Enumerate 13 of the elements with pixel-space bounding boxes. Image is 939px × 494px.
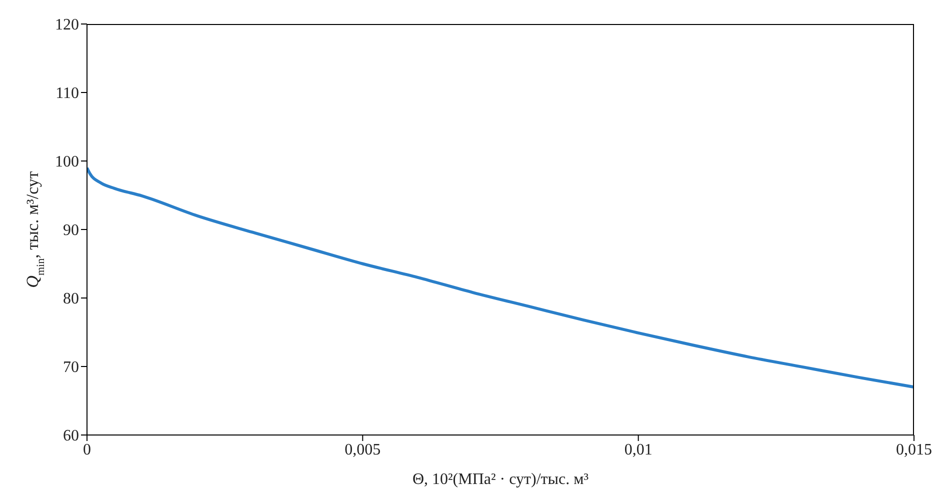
y-tick-label: 80 (63, 290, 79, 308)
x-tick-label: 0,005 (344, 441, 381, 458)
x-tick-label: 0,01 (624, 441, 652, 458)
y-tick-label: 110 (56, 85, 79, 102)
x-axis-title: Θ, 10²(МПа² · сут)/тыс. м³ (412, 471, 589, 488)
y-tick-label: 60 (63, 428, 79, 445)
y-tick-label: 100 (55, 154, 79, 171)
y-tick-label: 120 (55, 16, 79, 34)
x-tick-label: 0 (83, 441, 91, 458)
y-tick-label: 70 (63, 359, 79, 376)
y-tick-label: 90 (63, 222, 79, 240)
x-tick-label: 0,015 (896, 441, 932, 458)
line-series (87, 166, 914, 389)
